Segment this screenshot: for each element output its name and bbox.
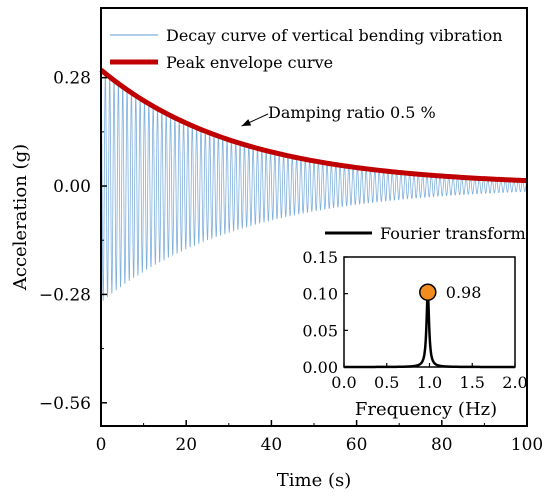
main-legend: Decay curve of vertical bending vibratio…	[110, 26, 503, 72]
main-x-tick-label: 60	[346, 435, 368, 455]
inset-x-tick-label: 1.5	[460, 373, 485, 392]
main-x-tick-label: 20	[175, 435, 197, 455]
peak-value-label: 0.98	[446, 283, 482, 302]
inset-x-tick-label: 0.0	[331, 373, 356, 392]
inset-x-tick-label: 2.0	[502, 373, 527, 392]
main-x-tick-label: 100	[511, 435, 543, 455]
main-x-axis-label: Time (s)	[277, 470, 352, 491]
inset-x-ticks: 0.0 0.5 1.0 1.5 2.0	[331, 363, 528, 392]
main-x-tick-label: 40	[261, 435, 283, 455]
main-x-tick-label: 0	[96, 435, 107, 455]
inset-y-tick-label: 0.00	[302, 358, 338, 377]
inset-chart: 0.0 0.5 1.0 1.5 2.0 0.00 0.05 0.10 0.15 0.98 Fr…	[302, 248, 527, 420]
peak-envelope-line	[99, 68, 528, 184]
inset-x-axis-label: Frequency (Hz)	[355, 399, 497, 420]
inset-y-tick-label: 0.10	[302, 285, 338, 304]
inset-legend: Fourier transform	[325, 224, 526, 243]
main-y-ticks: 0.28 0.00 −0.28 −0.56	[39, 69, 107, 414]
peak-marker	[419, 283, 437, 301]
inset-x-tick-label: 1.0	[417, 373, 442, 392]
inset-x-tick-label: 0.5	[374, 373, 399, 392]
main-y-tick-label: 0.00	[53, 177, 91, 197]
main-x-tick-label: 80	[431, 435, 453, 455]
inset-legend-label: Fourier transform	[380, 224, 526, 243]
legend-label-envelope: Peak envelope curve	[166, 53, 333, 72]
inset-y-tick-label: 0.05	[302, 321, 338, 340]
main-y-axis-label: Acceleration (g)	[10, 144, 31, 291]
main-y-tick-label: −0.28	[39, 285, 91, 305]
main-y-tick-label: −0.56	[39, 394, 91, 414]
damping-annotation: Damping ratio 0.5 %	[241, 103, 436, 127]
legend-label-decay: Decay curve of vertical bending vibratio…	[166, 26, 503, 45]
damping-ratio-label: Damping ratio 0.5 %	[268, 103, 436, 122]
damping-arrowhead	[241, 119, 252, 126]
inset-y-tick-label: 0.15	[302, 248, 338, 267]
inset-y-ticks: 0.00 0.05 0.10 0.15	[302, 248, 348, 377]
main-x-ticks: 0 20 40 60 80 100	[96, 420, 543, 455]
main-plot-series	[99, 68, 528, 302]
main-y-tick-label: 0.28	[53, 69, 91, 89]
